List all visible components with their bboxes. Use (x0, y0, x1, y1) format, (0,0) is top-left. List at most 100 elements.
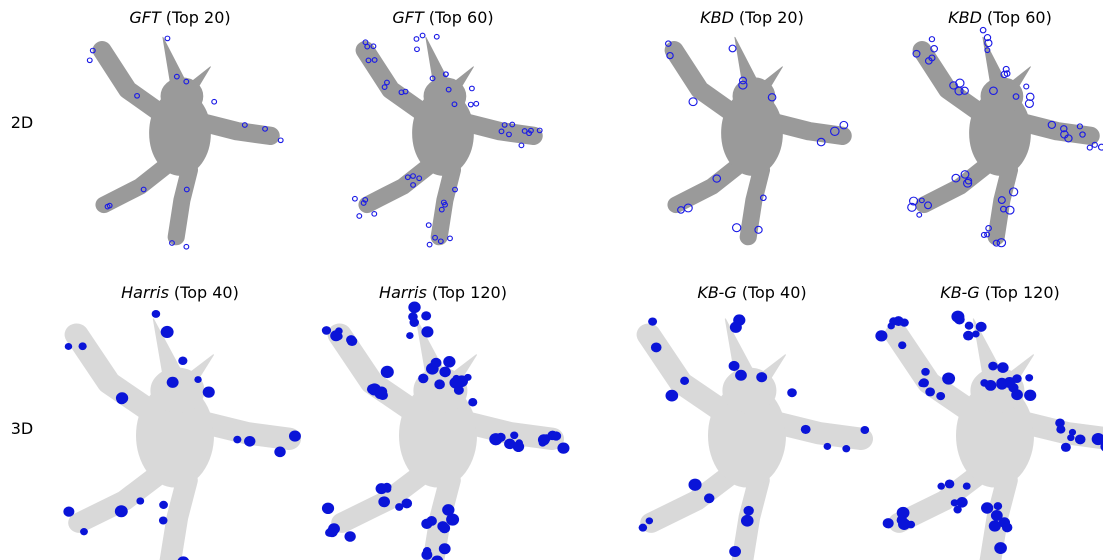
keypoint (439, 367, 450, 378)
keypoint (381, 366, 394, 378)
keypoint (689, 479, 702, 491)
keypoint (704, 493, 714, 503)
keypoint (988, 362, 998, 371)
keypoint (63, 507, 74, 517)
keypoint (651, 342, 662, 352)
keypoint (87, 58, 92, 63)
keypoint (787, 388, 797, 397)
keypoint (648, 317, 657, 325)
keypoint (426, 516, 437, 526)
keypoint (925, 387, 935, 396)
keypoint (443, 356, 455, 367)
keypoint (510, 431, 518, 439)
keypoint (963, 482, 971, 489)
keypoint (729, 361, 740, 371)
mesh-panel (639, 314, 870, 560)
keypoint (1098, 144, 1103, 150)
keypoint (929, 37, 934, 42)
keypoint (994, 502, 1003, 510)
keypoint (278, 138, 283, 143)
keypoint (401, 498, 412, 508)
keypoint (1011, 389, 1023, 400)
top-count: (Top 20) (739, 8, 804, 27)
keypoint (194, 376, 201, 383)
panel-title: KBD(Top 20) (700, 8, 804, 27)
mesh-panel (908, 27, 1103, 246)
keypoint (408, 302, 420, 314)
keypoint (289, 431, 301, 442)
keypoint (945, 479, 955, 488)
keypoint (376, 386, 387, 397)
mesh-panel (322, 302, 570, 560)
keypoint (729, 45, 736, 52)
method-name: KB-G (697, 283, 736, 302)
keypoint (1002, 523, 1012, 533)
keypoint (415, 47, 420, 52)
keypoint (875, 330, 887, 341)
keypoint (883, 518, 894, 528)
keypoint (937, 483, 945, 490)
keypoint (1024, 84, 1029, 89)
keypoint (519, 143, 524, 148)
keypoint (152, 310, 161, 318)
keypoint (184, 244, 189, 249)
keypoint (203, 387, 215, 398)
keypoint (446, 513, 459, 525)
top-count: (Top 120) (985, 283, 1060, 302)
keypoint (735, 370, 747, 381)
keypoint (353, 196, 358, 201)
keypoint (167, 377, 179, 388)
top-count: (Top 60) (429, 8, 494, 27)
keypoint (936, 392, 945, 400)
keypoint (159, 517, 168, 525)
keypoint (427, 242, 432, 247)
mesh (649, 319, 861, 560)
keypoint (80, 528, 88, 535)
panel-title: KBD(Top 60) (948, 8, 1052, 27)
keypoint (860, 426, 869, 434)
keypoint (942, 373, 955, 385)
keypoint (646, 517, 653, 524)
keypoint (907, 521, 915, 529)
keypoint (976, 322, 987, 332)
keypoint (421, 326, 433, 337)
keypoint (1024, 390, 1036, 401)
figure: 2DGFT(Top 20)GFT(Top 60)KBD(Top 20)KBD(T… (0, 0, 1103, 560)
mesh-panel (353, 33, 543, 247)
keypoint (1055, 418, 1065, 427)
keypoint (965, 322, 974, 330)
keypoint (956, 497, 967, 508)
keypoint (161, 326, 174, 338)
mesh (102, 37, 270, 237)
mesh (674, 37, 842, 237)
keypoint (538, 434, 550, 445)
keypoint (78, 342, 86, 350)
keypoint (418, 374, 428, 384)
keypoint (1087, 145, 1092, 150)
keypoint (439, 523, 450, 533)
keypoint (504, 439, 515, 450)
keypoint (423, 547, 431, 555)
mesh-panel (875, 311, 1103, 560)
method-name: Harris (379, 283, 427, 302)
panel-title: KB-G(Top 120) (940, 283, 1059, 302)
keypoint (414, 37, 419, 42)
keypoint (1075, 434, 1086, 444)
keypoint (344, 531, 355, 542)
panel-title: KB-G(Top 40) (697, 283, 806, 302)
mesh (77, 319, 289, 560)
keypoint (741, 515, 754, 527)
top-count: (Top 40) (174, 283, 239, 302)
top-count: (Top 60) (987, 8, 1052, 27)
method-name: GFT (129, 8, 162, 27)
mesh-panel (87, 36, 283, 249)
keypoint (426, 223, 431, 228)
keypoint (756, 372, 767, 382)
keypoint (357, 214, 362, 219)
keypoint (136, 497, 144, 504)
keypoint (406, 332, 413, 339)
panel-title: Harris(Top 40) (121, 283, 239, 302)
keypoint (165, 36, 170, 41)
keypoint (898, 341, 906, 349)
keypoint (448, 236, 453, 241)
